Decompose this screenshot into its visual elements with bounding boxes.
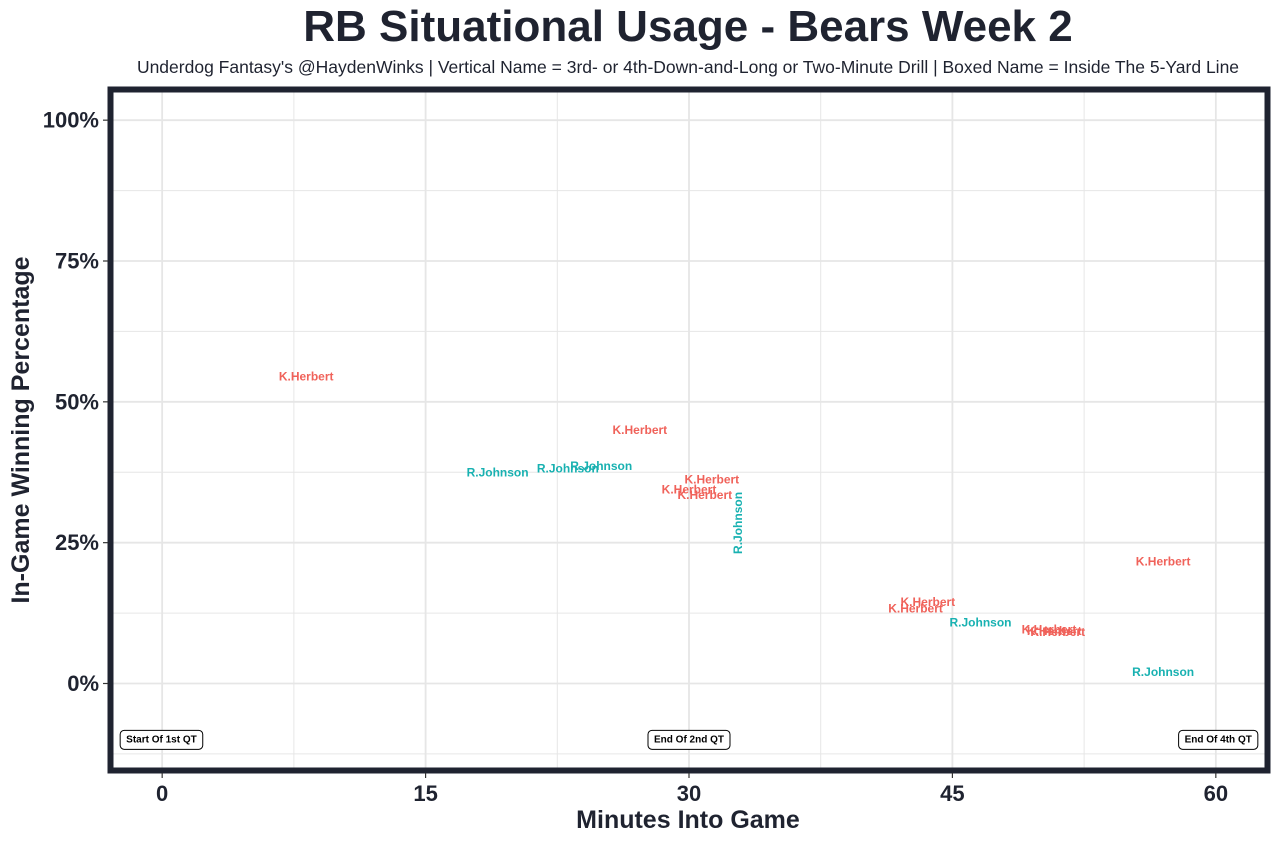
quarter-annotation: Start Of 1st QT [126, 734, 197, 745]
data-point-label: K.Herbert [684, 473, 739, 487]
data-point-label: R.Johnson [950, 616, 1012, 630]
x-tick-label: 15 [413, 781, 437, 806]
y-tick-label: 100% [43, 108, 99, 133]
x-tick-label: 30 [677, 781, 701, 806]
data-point-label: R.Johnson [537, 461, 599, 475]
quarter-annotation: End Of 4th QT [1185, 734, 1252, 745]
data-point-label: K.Herbert [888, 602, 943, 616]
quarter-annotation-box [1178, 729, 1259, 750]
data-point-label: K.Herbert [677, 488, 732, 502]
data-point-label: K.Herbert [1030, 625, 1085, 639]
y-tick-label: 50% [55, 389, 99, 414]
x-tick-label: 60 [1204, 781, 1228, 806]
data-point-label: K.Herbert [1136, 554, 1191, 568]
x-axis-ticks: 0 15 30 45 60 [156, 773, 1228, 806]
chart-title: RB Situational Usage - Bears Week 2 [303, 2, 1073, 51]
y-tick-label: 75% [55, 249, 99, 274]
plot-frame [107, 86, 1271, 774]
y-tick-label: 25% [55, 530, 99, 555]
x-tick-label: 0 [156, 781, 168, 806]
data-point-label: K.Herbert [612, 423, 667, 437]
y-axis-label: In-Game Winning Percentage [7, 256, 35, 603]
data-point-label: K.Herbert [900, 595, 955, 609]
data-point-label: R.Johnson [731, 492, 745, 554]
x-axis-label: Minutes Into Game [576, 806, 800, 834]
y-tick-label: 0% [67, 671, 99, 696]
quarter-annotation-box [647, 729, 731, 750]
x-tick-label: 45 [940, 781, 964, 806]
quarter-annotations: Start Of 1st QT End Of 2nd QT End Of 4th Q… [119, 729, 1259, 750]
data-point-label: K.Herbert [279, 369, 334, 383]
chart-subtitle: Underdog Fantasy's @HaydenWinks | Vertic… [136, 57, 1240, 77]
quarter-annotation-box [119, 729, 204, 750]
y-axis-ticks: 0% 25% 50% 75% 100% [43, 108, 108, 696]
data-point-label: R.Johnson [467, 465, 529, 479]
data-point-label: K.Herbert [662, 483, 717, 497]
data-point-label: K.Herbert [1027, 624, 1082, 638]
data-point-label: R.Johnson [570, 459, 632, 473]
data-point-label: R.Johnson [1132, 665, 1194, 679]
quarter-annotation: End Of 2nd QT [654, 734, 724, 745]
data-point-label: K.Herbert [1022, 622, 1077, 636]
grid-lines [113, 92, 1265, 768]
